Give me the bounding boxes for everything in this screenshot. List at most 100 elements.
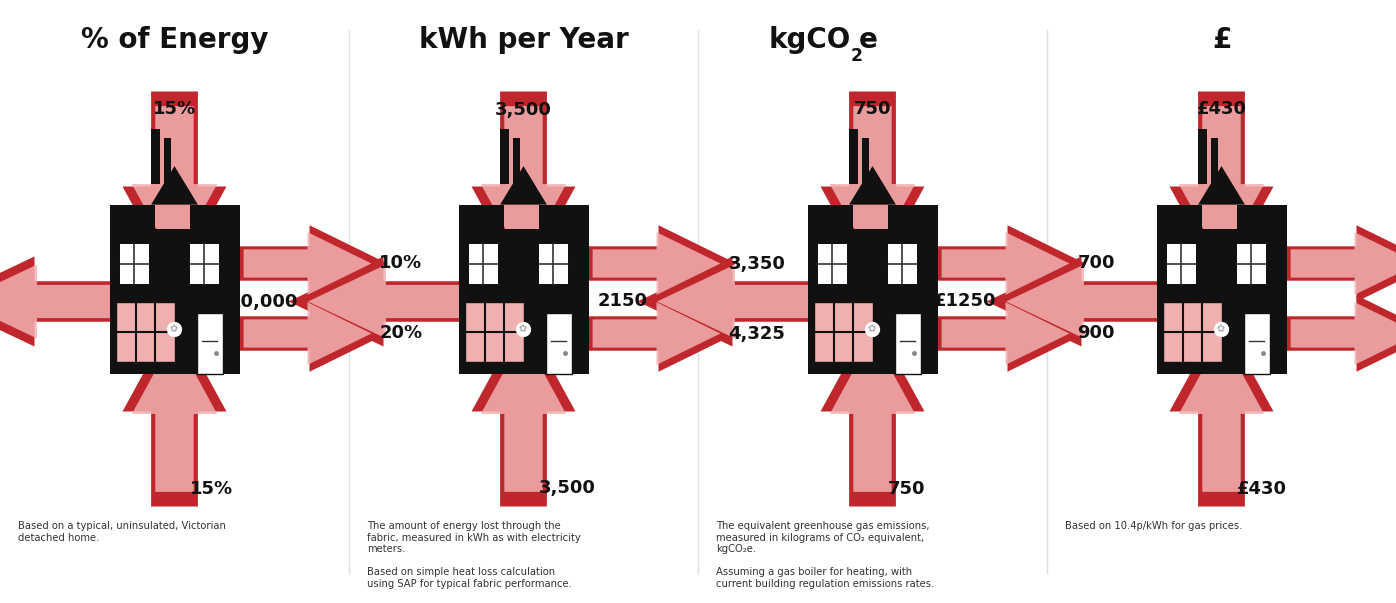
Text: 750: 750	[854, 101, 891, 119]
Polygon shape	[849, 166, 896, 204]
Polygon shape	[123, 92, 226, 282]
Polygon shape	[942, 302, 1069, 365]
Bar	[546, 313, 571, 374]
Bar	[116, 302, 174, 362]
Polygon shape	[123, 317, 226, 507]
Bar	[1198, 129, 1208, 185]
Text: kgCO: kgCO	[768, 26, 850, 54]
Text: £: £	[1212, 26, 1231, 54]
Text: £1250: £1250	[934, 292, 997, 311]
Text: 4,325: 4,325	[729, 324, 786, 343]
Polygon shape	[1291, 232, 1396, 295]
Bar	[807, 229, 938, 374]
Text: 3,350: 3,350	[729, 254, 786, 273]
Polygon shape	[581, 226, 737, 302]
Bar	[818, 244, 846, 284]
Bar	[165, 137, 172, 185]
Bar	[465, 302, 524, 362]
Bar	[895, 313, 920, 374]
Polygon shape	[1007, 265, 1161, 338]
Polygon shape	[232, 226, 388, 302]
Text: kWh per Year: kWh per Year	[419, 26, 628, 54]
Text: 2150: 2150	[597, 292, 648, 311]
Polygon shape	[821, 317, 924, 507]
Polygon shape	[1178, 336, 1265, 492]
Text: Based on 10.4p/kWh for gas prices.: Based on 10.4p/kWh for gas prices.	[1065, 521, 1242, 531]
Polygon shape	[829, 106, 916, 262]
Bar	[1212, 137, 1219, 185]
Polygon shape	[942, 232, 1069, 295]
Polygon shape	[593, 302, 720, 365]
Text: 2: 2	[850, 47, 863, 65]
Polygon shape	[539, 204, 589, 229]
Polygon shape	[289, 256, 479, 347]
Polygon shape	[131, 106, 218, 262]
Polygon shape	[458, 204, 504, 229]
Polygon shape	[1170, 317, 1273, 507]
Polygon shape	[1198, 166, 1245, 204]
Polygon shape	[472, 317, 575, 507]
Polygon shape	[930, 226, 1086, 302]
Polygon shape	[807, 204, 853, 229]
Bar	[514, 137, 521, 185]
Bar	[814, 302, 872, 362]
Text: 15%: 15%	[190, 479, 233, 497]
Bar	[1156, 229, 1287, 374]
Polygon shape	[109, 204, 155, 229]
Bar	[458, 229, 589, 374]
Bar	[539, 244, 568, 284]
Polygon shape	[1279, 295, 1396, 372]
Bar	[1163, 302, 1222, 362]
Text: 900: 900	[1078, 324, 1115, 343]
Text: ✿: ✿	[170, 324, 177, 334]
Bar	[500, 129, 510, 185]
Polygon shape	[1279, 226, 1396, 302]
Text: ✿: ✿	[1217, 324, 1224, 334]
Polygon shape	[151, 166, 198, 204]
Bar	[863, 137, 870, 185]
Polygon shape	[244, 232, 371, 295]
Bar	[190, 244, 219, 284]
Polygon shape	[309, 265, 463, 338]
Bar	[1237, 244, 1266, 284]
Text: 15%: 15%	[154, 101, 195, 119]
Bar	[888, 244, 917, 284]
Polygon shape	[930, 295, 1086, 372]
Polygon shape	[581, 295, 737, 372]
Text: £430: £430	[1196, 101, 1247, 119]
Text: 3,500: 3,500	[496, 101, 551, 119]
Polygon shape	[829, 336, 916, 492]
Polygon shape	[480, 336, 567, 492]
Text: 750: 750	[888, 479, 926, 497]
Text: ✿: ✿	[868, 324, 875, 334]
Polygon shape	[987, 256, 1177, 347]
Text: 3,500: 3,500	[539, 479, 596, 497]
Polygon shape	[131, 336, 218, 492]
Text: % of Energy: % of Energy	[81, 26, 268, 54]
Polygon shape	[1237, 204, 1287, 229]
Polygon shape	[638, 256, 828, 347]
Bar	[1163, 302, 1222, 362]
Text: £430: £430	[1237, 479, 1287, 497]
Text: 20%: 20%	[380, 324, 423, 343]
Polygon shape	[1291, 302, 1396, 365]
Polygon shape	[593, 232, 720, 295]
Polygon shape	[190, 204, 240, 229]
Polygon shape	[0, 265, 114, 338]
Polygon shape	[472, 92, 575, 282]
Text: The amount of energy lost through the
fabric, measured in kWh as with electricit: The amount of energy lost through the fa…	[367, 521, 581, 589]
Polygon shape	[658, 265, 812, 338]
Polygon shape	[500, 166, 547, 204]
Text: Based on a typical, uninsulated, Victorian
detached home.: Based on a typical, uninsulated, Victori…	[18, 521, 226, 543]
Polygon shape	[0, 256, 130, 347]
Text: 10,000: 10,000	[229, 292, 299, 311]
Text: 700: 700	[1078, 254, 1115, 273]
Polygon shape	[244, 302, 371, 365]
Polygon shape	[1178, 106, 1265, 262]
Bar	[116, 302, 174, 362]
Polygon shape	[480, 106, 567, 262]
Bar	[814, 302, 872, 362]
Bar	[197, 313, 222, 374]
Polygon shape	[888, 204, 938, 229]
Polygon shape	[821, 92, 924, 282]
